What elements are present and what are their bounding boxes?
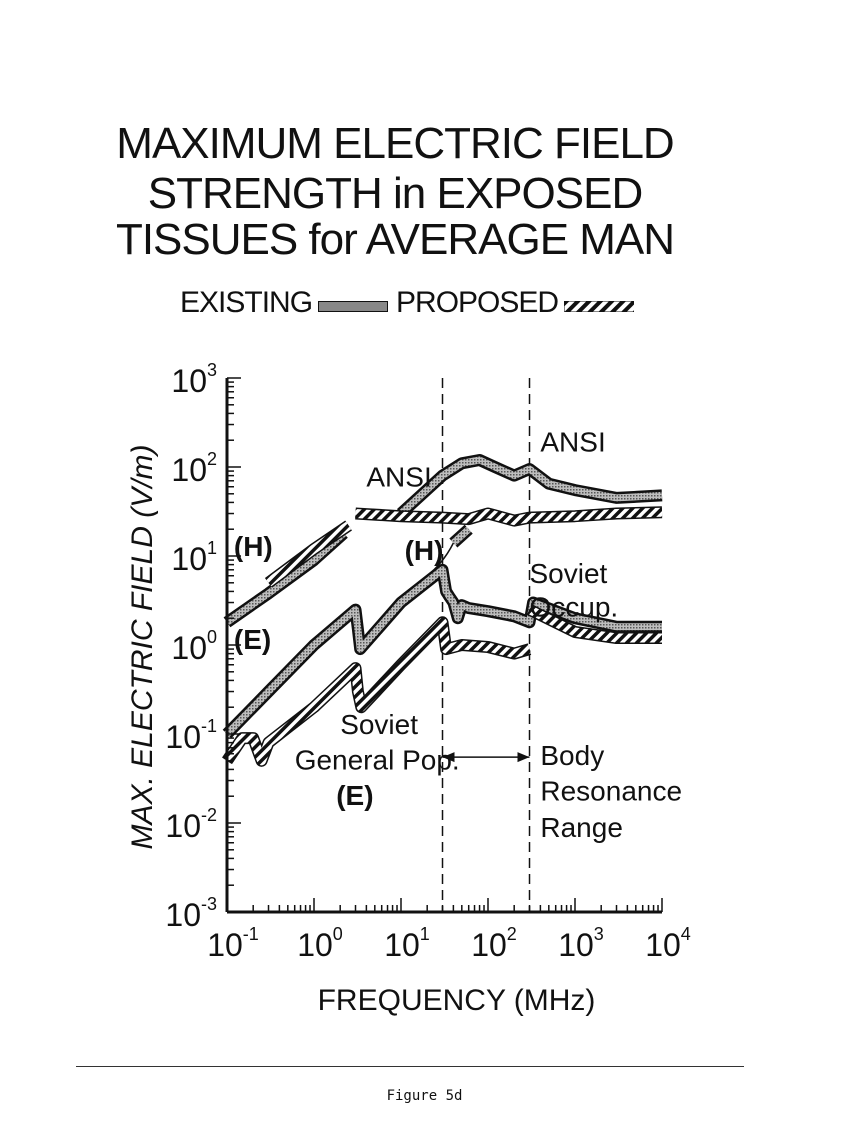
series-0-existing-line bbox=[398, 456, 663, 517]
x-tick-label: 10-1 bbox=[207, 924, 259, 963]
legend-proposed-swatch bbox=[564, 300, 635, 312]
x-tick-label: 104 bbox=[645, 924, 691, 963]
chart-annotation: Occup. bbox=[530, 591, 619, 622]
series-1-proposed-line bbox=[355, 507, 663, 526]
legend-existing-swatch bbox=[318, 300, 389, 312]
chart-annotation: ANSI bbox=[540, 426, 605, 457]
x-tick-label: 101 bbox=[384, 924, 430, 963]
chart-annotation: Resonance bbox=[540, 775, 682, 806]
chart-annotation: ANSI bbox=[366, 462, 431, 493]
series-6-proposed-line bbox=[527, 605, 662, 643]
y-axis-title: MAX. ELECTRIC FIELD (V/m) bbox=[126, 444, 159, 849]
series-2-existing-line bbox=[224, 530, 347, 626]
title-line-1: MAXIMUM ELECTRIC FIELD bbox=[116, 119, 674, 168]
chart-annotation: General Pop. bbox=[295, 744, 460, 775]
footer-rule bbox=[76, 1066, 744, 1067]
chart-annotation: Soviet bbox=[530, 558, 608, 589]
title-line-2: STRENGTH in EXPOSED bbox=[147, 169, 643, 218]
y-tick-label: 10-3 bbox=[165, 894, 217, 933]
chart-annotation: (H) bbox=[234, 531, 273, 562]
x-tick-label: 100 bbox=[297, 924, 343, 963]
chart-annotation: Body bbox=[540, 740, 604, 771]
legend-existing-label: EXISTING bbox=[180, 286, 313, 319]
y-tick-label: 10-2 bbox=[165, 805, 217, 844]
chart-annotation: (H) bbox=[405, 535, 444, 566]
series-4-existing-line bbox=[451, 526, 472, 546]
y-tick-label: 101 bbox=[171, 538, 217, 577]
x-axis-title: FREQUENCY (MHz) bbox=[318, 984, 596, 1017]
figure-caption: Figure 5d bbox=[386, 1088, 463, 1104]
chart-annotation: (E) bbox=[234, 624, 271, 655]
chart-annotation: Range bbox=[540, 812, 623, 843]
chart-legend: EXISTING PROPOSED bbox=[180, 286, 642, 320]
y-tick-label: 103 bbox=[171, 360, 217, 399]
x-tick-label: 102 bbox=[471, 924, 517, 963]
y-tick-label: 102 bbox=[171, 449, 217, 488]
y-tick-label: 10-1 bbox=[165, 716, 217, 755]
annotation-leader-line bbox=[422, 542, 455, 580]
title-line-3: TISSUES for AVERAGE MAN bbox=[115, 215, 675, 264]
resonance-arrowhead-right bbox=[517, 752, 530, 763]
resonance-arrowhead-left bbox=[442, 752, 455, 763]
y-tick-label: 100 bbox=[171, 627, 217, 666]
chart-annotation: (E) bbox=[336, 780, 373, 811]
series-7-proposed-line bbox=[223, 617, 531, 766]
chart-annotation: Soviet bbox=[340, 709, 418, 740]
x-tick-label: 103 bbox=[558, 924, 604, 963]
series-3-proposed-line bbox=[265, 521, 352, 587]
legend-proposed-label: PROPOSED bbox=[396, 286, 559, 319]
chart: 10-3 10-2 10-1 100 101 102 103 10-1 100 101 102 103… bbox=[126, 360, 691, 1017]
